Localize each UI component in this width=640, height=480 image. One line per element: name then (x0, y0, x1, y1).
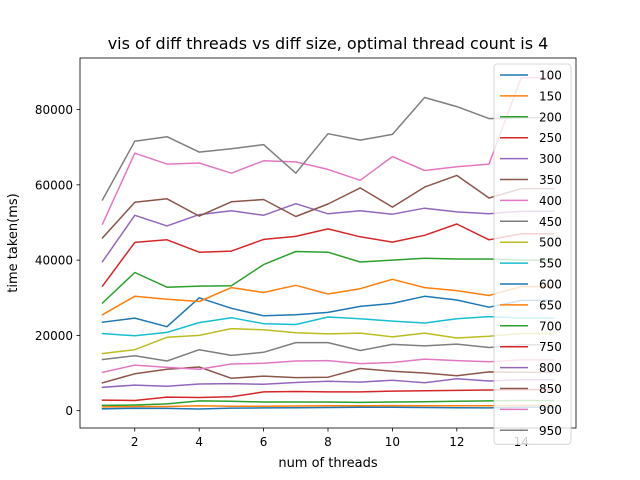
legend-label-800: 800 (539, 361, 562, 375)
legend-label-600: 600 (539, 278, 562, 292)
series-line-550 (101, 315, 555, 337)
legend-label-100: 100 (539, 69, 562, 83)
series-line-800 (101, 202, 555, 263)
series-lines (101, 76, 555, 410)
legend-label-650: 650 (539, 298, 562, 312)
legend-label-950: 950 (539, 424, 562, 438)
series-line-450 (101, 341, 555, 362)
x-axis-label: num of threads (278, 456, 378, 471)
series-line-500 (101, 327, 555, 355)
series-line-700 (101, 250, 555, 305)
y-tick-label: 40000 (35, 254, 73, 268)
legend-label-350: 350 (539, 173, 562, 187)
x-tick-label: 12 (449, 435, 464, 449)
legend-label-500: 500 (539, 236, 562, 250)
legend-label-550: 550 (539, 257, 562, 271)
y-tick-label: 20000 (35, 329, 73, 343)
series-line-100 (101, 406, 555, 410)
series-line-900 (101, 76, 555, 225)
x-tick-label: 6 (260, 435, 268, 449)
y-tick-label: 60000 (35, 178, 73, 192)
x-tick-label: 10 (385, 435, 400, 449)
y-tick-label: 0 (65, 404, 73, 418)
legend-label-750: 750 (539, 340, 562, 354)
series-line-300 (101, 377, 555, 389)
series-line-650 (101, 278, 555, 316)
legend: 100 150 200 250 300 350 400 450 500 550 600 650 700 7… (493, 63, 572, 445)
series-line-150 (101, 404, 555, 408)
x-tick-label: 8 (324, 435, 332, 449)
plot-background (80, 58, 576, 428)
legend-label-850: 850 (539, 382, 562, 396)
series-line-750 (101, 223, 555, 288)
legend-label-200: 200 (539, 110, 562, 124)
y-tick-label: 80000 (35, 103, 73, 117)
y-axis-label: time taken(ms) (6, 193, 21, 292)
plot-area (79, 57, 577, 429)
legend-label-250: 250 (539, 131, 562, 145)
legend-label-300: 300 (539, 152, 562, 166)
chart-title: vis of diff threads vs diff size, optima… (108, 34, 549, 53)
legend-label-900: 900 (539, 403, 562, 417)
series-line-250 (101, 388, 555, 402)
legend-label-700: 700 (539, 319, 562, 333)
legend-label-400: 400 (539, 194, 562, 208)
series-line-850 (101, 174, 555, 239)
legend-label-450: 450 (539, 215, 562, 229)
y-axis: 0 20000 40000 60000 80000 (35, 103, 80, 418)
series-line-600 (101, 295, 555, 328)
series-line-950 (101, 96, 555, 201)
x-tick-label: 2 (131, 435, 139, 449)
series-line-400 (101, 358, 555, 374)
legend-label-150: 150 (539, 89, 562, 103)
series-line-200 (101, 399, 555, 407)
x-tick-label: 4 (195, 435, 203, 449)
